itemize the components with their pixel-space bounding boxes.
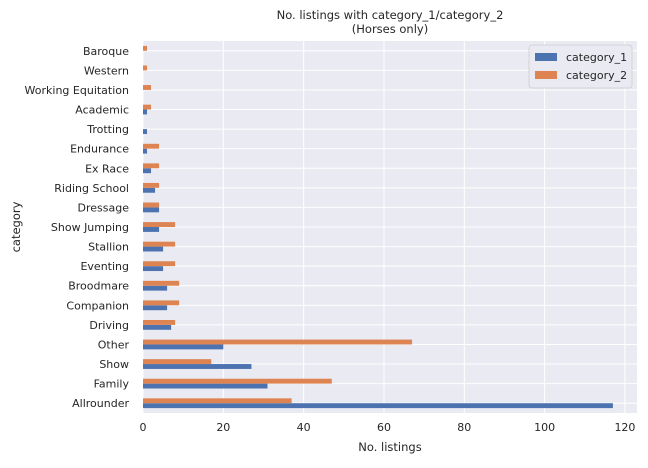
bar-category-1 [143,168,152,174]
y-tick-label: Trotting [86,123,129,136]
bar-category-1 [143,305,168,311]
y-tick-label: Western [84,64,129,77]
bar-category-2 [143,65,148,71]
bar-category-1 [143,227,160,232]
x-tick-label: 0 [140,421,147,434]
x-axis-label: No. listings [358,440,421,454]
y-tick-label: Academic [75,104,129,117]
y-tick-label: Dressage [78,201,130,214]
bar-category-1 [143,148,148,154]
bar-category-2 [143,300,180,306]
y-tick-label: Driving [89,319,129,332]
bar-category-1 [143,246,164,252]
chart-subtitle: (Horses only) [352,22,428,36]
bar-category-2 [143,359,212,365]
bar-category-2 [143,280,180,286]
y-tick-label: Riding School [54,182,129,195]
y-tick-label: Companion [66,299,129,312]
y-tick-label: Show Jumping [51,221,129,234]
bar-category-1 [143,266,164,272]
y-tick-label: Family [94,378,130,391]
y-tick-label: Stallion [88,241,129,254]
y-tick-label: Endurance [70,143,129,156]
bar-category-1 [143,364,252,369]
bar-category-2 [143,182,160,188]
bar-category-2 [143,163,160,169]
bar-category-1 [143,109,148,115]
bar-category-2 [143,85,152,90]
x-tick-label: 80 [457,421,471,434]
legend: category_1 category_2 [528,44,633,89]
bar-category-1 [143,129,148,134]
bar-category-1 [143,285,168,291]
y-tick-label: Working Equitation [25,84,129,97]
bar-category-1 [143,207,160,213]
x-tick-label: 100 [534,421,555,434]
y-tick-label: Other [98,338,130,351]
x-tick-label: 60 [377,421,391,434]
chart-title: No. listings with category_1/category_2 [277,8,504,22]
bars [143,45,613,409]
bar-category-1 [143,403,613,409]
tick-labels: 0 20 40 60 80 100 120 Allrounder Family Show Other… [25,45,636,434]
y-tick-label: Show [99,358,129,371]
bar-category-2 [143,320,176,325]
x-tick-label: 20 [216,421,230,434]
y-tick-label: Baroque [83,45,129,58]
x-tick-label: 120 [614,421,635,434]
bar-category-2 [143,143,160,149]
legend-label-category-2: category_2 [566,69,627,82]
bar-category-1 [143,383,268,389]
bar-category-1 [143,324,172,330]
bar-category-1 [143,344,224,350]
bar-category-2 [143,222,176,227]
bar-category-2 [143,241,176,247]
bar-category-2 [143,339,413,345]
y-tick-label: Broodmare [68,280,129,293]
y-axis-label: category [9,201,23,252]
bar-category-1 [143,187,156,193]
y-tick-label: Allrounder [72,397,129,410]
bar-category-2 [143,378,332,384]
x-tick-label: 40 [297,421,311,434]
bar-category-2 [143,398,292,404]
y-tick-label: Eventing [80,260,129,273]
bar-category-2 [143,45,148,51]
bar-category-2 [143,261,176,267]
bar-category-2 [143,202,160,208]
legend-swatch-category-2 [535,71,557,79]
legend-swatch-category-1 [535,53,557,61]
legend-label-category-1: category_1 [566,51,627,64]
bar-category-2 [143,104,152,110]
y-tick-label: Ex Race [85,162,129,175]
